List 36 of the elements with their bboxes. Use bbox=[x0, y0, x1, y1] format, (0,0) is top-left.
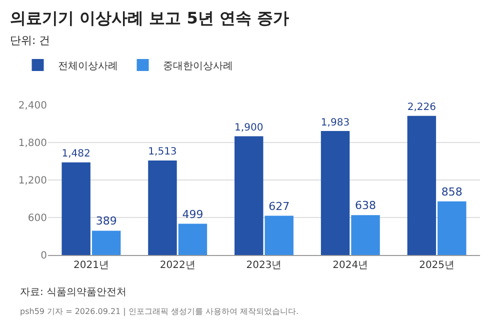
bar bbox=[62, 162, 90, 255]
text: psh59 기자 = 2026.09.21 | 인포그래픽 생성기를 사용하여 제작되었습니다. bbox=[20, 307, 299, 316]
text: 자료: 식품의약품안전처 bbox=[20, 287, 127, 298]
data-label: 499 bbox=[182, 208, 204, 221]
y-tick-label: 600 bbox=[28, 213, 47, 224]
legend-label: 중대한이상사례 bbox=[162, 60, 233, 72]
data-label: 858 bbox=[441, 185, 462, 198]
legend-label: 전체이상사례 bbox=[58, 60, 118, 72]
x-tick-label: 2025년 bbox=[419, 260, 455, 271]
bar bbox=[320, 131, 350, 255]
x-tick-label: 2024년 bbox=[332, 260, 368, 271]
bar bbox=[351, 215, 380, 255]
bar bbox=[178, 224, 208, 255]
data-label: 1,482 bbox=[62, 148, 90, 160]
data-label: 1,513 bbox=[148, 146, 177, 158]
bar bbox=[234, 136, 264, 255]
bar bbox=[92, 230, 121, 255]
y-tick-label: 0 bbox=[40, 250, 47, 262]
x-tick-label: 2021년 bbox=[73, 260, 109, 271]
bar bbox=[264, 216, 294, 255]
bar bbox=[407, 116, 436, 255]
x-tick-label: 2022년 bbox=[160, 260, 196, 271]
y-tick-label: 1,200 bbox=[18, 176, 47, 186]
bar bbox=[148, 160, 177, 255]
y-tick-label: 2,400 bbox=[18, 100, 47, 112]
chart-subtitle: 단위: 건 bbox=[10, 34, 50, 48]
bar bbox=[438, 201, 466, 255]
data-label: 1,983 bbox=[320, 117, 350, 128]
data-label: 389 bbox=[96, 214, 117, 228]
data-label: 627 bbox=[268, 200, 290, 213]
data-label: 2,226 bbox=[407, 102, 436, 114]
y-tick-label: 1,800 bbox=[18, 138, 47, 149]
chart-title: 의료기기 이상사례 보고 5년 연속 증가 bbox=[10, 8, 289, 28]
data-label: 638 bbox=[355, 199, 376, 212]
x-tick-label: 2023년 bbox=[246, 260, 282, 271]
data-label: 1,900 bbox=[234, 122, 264, 134]
